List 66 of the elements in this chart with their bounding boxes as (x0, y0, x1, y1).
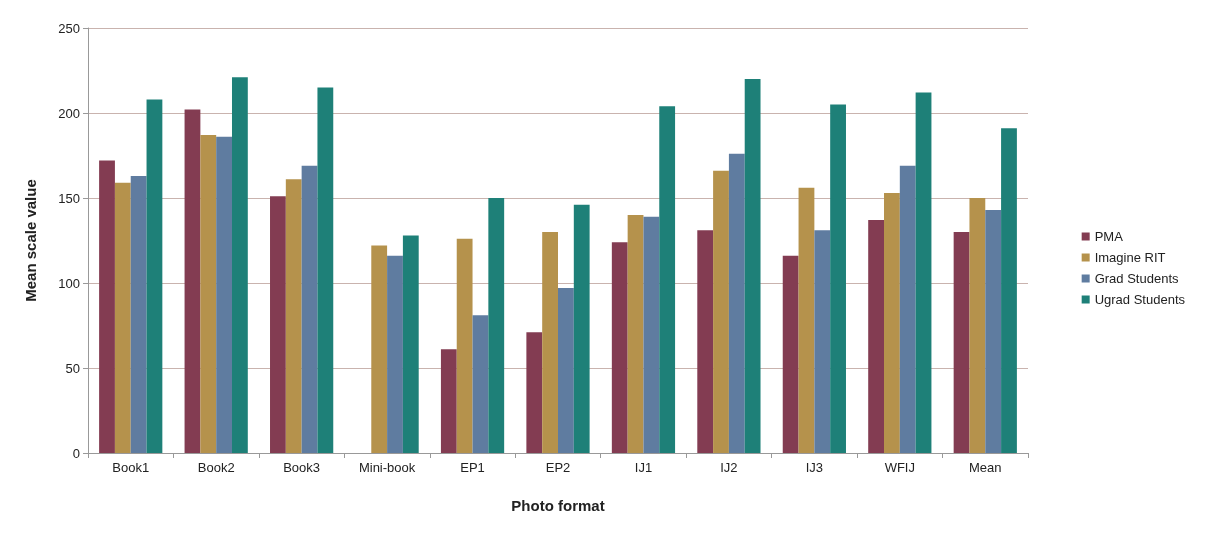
y-tick-label: 100 (58, 275, 80, 291)
bar (542, 232, 558, 453)
y-tick-label: 250 (58, 20, 80, 36)
bar (146, 99, 163, 453)
x-tick-label: IJ2 (720, 460, 738, 475)
x-tick-label: Book3 (283, 460, 321, 475)
bar (114, 182, 131, 453)
y-tick-label: 50 (65, 360, 80, 376)
bar (130, 175, 147, 453)
bar (526, 332, 543, 453)
legend-label: Ugrad Students (1094, 292, 1186, 307)
x-axis-title: Photo format (511, 497, 605, 514)
bar (317, 87, 334, 453)
x-tick-label: Book2 (197, 460, 235, 475)
bar (884, 192, 900, 453)
bar (573, 204, 590, 453)
bar (440, 349, 457, 453)
x-tick-label: WFIJ (884, 460, 915, 475)
bar (744, 79, 761, 453)
bar (472, 315, 489, 453)
x-tick-label: EP1 (460, 460, 485, 475)
bar (558, 288, 574, 453)
bar (611, 242, 628, 453)
y-tick-label: 0 (72, 445, 80, 461)
y-axis-title: Mean scale value (22, 179, 39, 302)
x-tick-label: Mean (969, 460, 1002, 475)
bar (899, 165, 916, 453)
bar (728, 153, 745, 453)
bar (371, 245, 388, 453)
bar (697, 230, 714, 453)
bar (782, 255, 799, 453)
bar (868, 220, 885, 453)
bar (285, 179, 302, 453)
legend-label: PMA (1094, 229, 1124, 244)
y-tick-label: 200 (58, 105, 80, 121)
bar (1001, 128, 1017, 453)
bar (798, 187, 815, 453)
bar (488, 198, 505, 453)
bar (456, 238, 473, 453)
legend-label: Grad Students (1094, 271, 1179, 286)
bar (99, 160, 115, 453)
bar (969, 198, 986, 453)
bar (184, 109, 201, 453)
x-tick-label: Book1 (112, 460, 150, 475)
bar (200, 135, 217, 453)
bar (643, 216, 660, 453)
bar (830, 104, 846, 453)
bar (301, 165, 318, 453)
y-tick-label: 150 (58, 190, 80, 206)
bar (216, 136, 232, 453)
bar (402, 235, 419, 453)
bar (814, 230, 831, 453)
x-tick-label: EP2 (545, 460, 571, 475)
bar (713, 170, 729, 453)
bar (659, 106, 676, 453)
bar (985, 209, 1002, 453)
legend-label: Imagine RIT (1094, 250, 1166, 265)
x-tick-label: Mini-book (358, 460, 416, 475)
x-tick-label: IJ3 (805, 460, 824, 475)
bar (953, 232, 970, 453)
x-tick-label: IJ1 (634, 460, 653, 475)
bar (387, 255, 403, 453)
bar (627, 215, 644, 453)
bar (231, 77, 248, 453)
bar (915, 92, 932, 453)
bar (270, 196, 286, 453)
